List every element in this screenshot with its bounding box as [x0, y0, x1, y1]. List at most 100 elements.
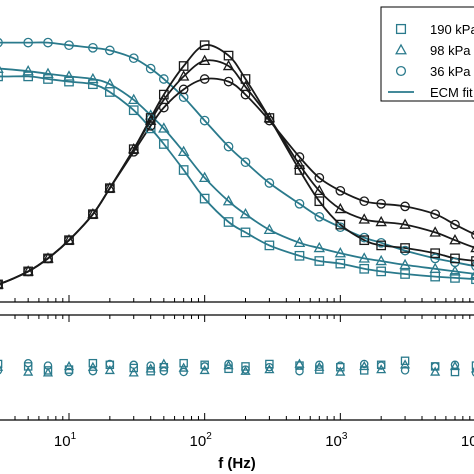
- data-point-imag-circle: [223, 76, 234, 87]
- data-point-real-triangle: [239, 208, 252, 219]
- data-point-real-square: [264, 240, 275, 251]
- legend-marker-circle: [395, 65, 407, 77]
- residual-point-triangle: [87, 361, 98, 371]
- data-point-real-square: [23, 71, 34, 82]
- data-point-real-triangle: [222, 195, 235, 206]
- residual-point-triangle: [240, 365, 251, 375]
- data-point-real-triangle: [449, 265, 461, 276]
- data-point-imag-square: [199, 40, 210, 51]
- data-point-imag-circle: [376, 198, 387, 209]
- x-tick-exponent: 2: [206, 431, 212, 442]
- residual-point-triangle: [335, 366, 346, 376]
- data-point-real-square: [199, 193, 210, 204]
- data-point-real-square: [64, 76, 74, 87]
- data-point-real-triangle: [334, 247, 347, 258]
- data-point-imag-circle: [294, 152, 305, 162]
- top-panel: [0, 37, 474, 303]
- fit-line-real-square: [0, 75, 474, 280]
- x-tick-exponent: 1: [71, 431, 77, 442]
- data-point-imag-circle: [128, 146, 139, 157]
- data-point-imag-square: [376, 240, 387, 251]
- data-point-real-square: [128, 105, 139, 116]
- residual-point-circle: [159, 366, 169, 376]
- data-point-real-square: [335, 258, 346, 269]
- data-point-imag-circle: [158, 102, 169, 113]
- residual-point-circle: [224, 359, 233, 369]
- data-point-real-triangle: [158, 122, 170, 133]
- data-point-real-square: [294, 250, 305, 261]
- data-point-imag-circle: [178, 84, 189, 95]
- data-point-imag-circle: [199, 74, 210, 84]
- data-point-imag-circle: [471, 230, 474, 240]
- data-point-real-circle: [128, 53, 139, 64]
- bottom-x-ticks: [14, 315, 471, 420]
- data-point-imag-square: [400, 243, 410, 253]
- data-point-imag-square: [223, 50, 234, 61]
- data-point-real-square: [240, 227, 251, 238]
- data-point-real-triangle: [429, 262, 441, 274]
- residual-point-circle: [146, 361, 155, 370]
- residual-point-square: [0, 359, 3, 369]
- residual-point-circle: [64, 367, 74, 377]
- data-point-imag-triangle: [313, 184, 326, 196]
- residual-point-square: [43, 366, 53, 375]
- data-point-real-circle: [0, 38, 3, 48]
- legend-marker-triangle: [395, 43, 407, 55]
- residual-point-circle: [88, 366, 98, 376]
- data-point-real-circle: [88, 42, 98, 53]
- data-point-imag-triangle: [429, 226, 441, 237]
- data-point-real-circle: [23, 37, 34, 48]
- bottom-panel: [0, 314, 474, 421]
- data-point-imag-circle: [359, 196, 370, 207]
- data-point-real-circle: [104, 45, 115, 56]
- residual-point-square: [241, 362, 250, 371]
- top-markers: [0, 37, 474, 290]
- legend: 190 kPa 98 kPa 36 kPa ECM fit: [380, 6, 474, 102]
- residual-point-triangle: [104, 364, 115, 375]
- x-tick-label: 101: [54, 431, 77, 450]
- residual-point-triangle: [264, 364, 275, 374]
- x-tick-base: 10: [325, 433, 342, 450]
- data-point-real-triangle: [22, 65, 34, 76]
- data-point-imag-triangle: [0, 281, 4, 289]
- residual-point-circle: [430, 362, 440, 371]
- data-point-real-triangle: [0, 65, 4, 73]
- data-point-real-square: [88, 79, 98, 90]
- data-point-real-triangle: [63, 70, 75, 81]
- data-point-imag-square: [314, 196, 325, 207]
- data-point-imag-square: [158, 89, 169, 100]
- data-point-real-circle: [64, 40, 74, 51]
- data-point-imag-circle: [240, 89, 251, 100]
- residual-point-circle: [129, 360, 138, 370]
- residual-point-triangle: [400, 359, 411, 369]
- data-point-real-square: [178, 165, 189, 175]
- data-point-imag-square: [335, 219, 346, 230]
- data-point-imag-circle: [64, 235, 74, 246]
- data-point-imag-triangle: [144, 114, 157, 125]
- data-point-real-circle: [145, 63, 156, 74]
- residual-point-circle: [400, 366, 410, 375]
- data-point-imag-circle: [430, 209, 441, 220]
- residual-point-triangle: [314, 361, 325, 371]
- residual-point-circle: [241, 365, 250, 374]
- x-tick-label: 103: [325, 431, 348, 450]
- legend-marker-square: [395, 23, 407, 35]
- data-point-imag-triangle: [177, 70, 190, 81]
- data-point-real-triangle: [87, 72, 99, 84]
- data-point-real-circle: [199, 115, 210, 126]
- data-point-imag-square: [359, 235, 370, 246]
- residual-point-circle: [43, 361, 53, 370]
- data-point-real-circle: [294, 198, 305, 209]
- residual-point-triangle: [223, 360, 234, 370]
- x-tick-base: 10: [461, 433, 474, 450]
- residual-point-triangle: [23, 366, 34, 376]
- data-point-imag-triangle: [293, 158, 306, 170]
- residual-point-square: [88, 358, 98, 368]
- residual-point-triangle: [42, 367, 54, 377]
- x-tick-label: 102: [190, 431, 213, 450]
- data-point-real-triangle: [42, 67, 54, 79]
- x-tick-base: 10: [190, 433, 207, 450]
- data-point-real-circle: [43, 37, 53, 48]
- data-point-real-triangle: [177, 145, 190, 157]
- residual-point-triangle: [449, 360, 461, 371]
